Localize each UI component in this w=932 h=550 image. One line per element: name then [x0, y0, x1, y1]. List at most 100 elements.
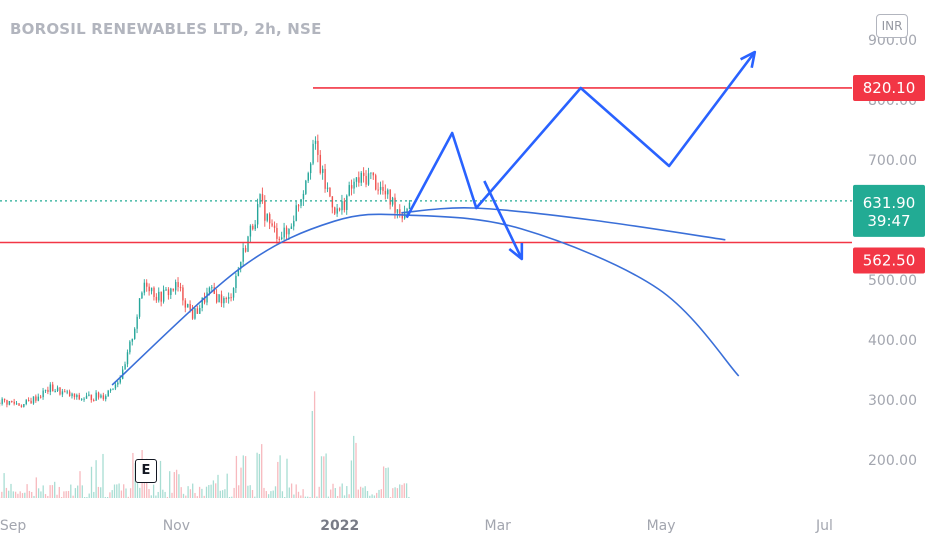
x-tick-label: Nov [163, 518, 190, 534]
candle-body [285, 227, 288, 235]
volume-bar [327, 496, 330, 498]
volume-bar [129, 488, 132, 498]
volume-bar [405, 483, 408, 498]
volume-bar [19, 491, 21, 498]
volume-bar [208, 485, 210, 498]
candle-body [64, 391, 66, 393]
candle-body [201, 297, 203, 308]
candle-body [148, 286, 150, 292]
volume-bar [175, 469, 178, 498]
volume-bar [5, 487, 8, 498]
volume-bar [258, 453, 261, 498]
volume-bar [33, 495, 35, 498]
volume-bar [290, 483, 293, 498]
volume-bar [392, 488, 394, 498]
volume-bar [251, 490, 254, 498]
volume-bar [359, 486, 362, 498]
volume-bar [341, 483, 343, 498]
volume-bar [385, 467, 387, 498]
candle-body [365, 175, 367, 185]
volume-bar [233, 487, 235, 498]
candle-body [375, 175, 377, 190]
volume-bar [318, 486, 320, 498]
symbol-title: BOROSIL RENEWABLES LTD, 2h, NSE [10, 20, 322, 38]
candle-body [244, 248, 247, 252]
last-price-tag-value: 631.90 [863, 194, 916, 212]
volume-bar [244, 456, 247, 498]
earnings-event-marker[interactable]: E [135, 459, 157, 483]
volume-bar [17, 493, 19, 498]
volume-bar [267, 494, 270, 498]
volume-bar [274, 486, 277, 498]
volume-bar [272, 490, 274, 498]
volume-bar [24, 492, 26, 498]
volume-bar [297, 491, 300, 498]
candle-body [355, 177, 358, 182]
volume-bar [67, 490, 70, 498]
candle-body [384, 190, 387, 195]
volume-bar [215, 483, 217, 498]
volume-bar [192, 483, 194, 498]
volume-bar [44, 494, 47, 498]
volume-bar [334, 488, 336, 498]
volume-bar [302, 489, 304, 498]
volume-bar [72, 495, 74, 498]
volume-bar [120, 490, 123, 498]
candle-body [71, 393, 73, 397]
candle-body [95, 392, 97, 401]
volume-bar [357, 489, 359, 498]
volume-bar [288, 487, 290, 498]
candle-body [326, 187, 329, 189]
candle-body [247, 236, 249, 252]
volume-bar [40, 491, 42, 498]
candle-body [136, 316, 138, 329]
candle-body [44, 389, 47, 391]
volume-bar [77, 485, 79, 498]
volume-bar [316, 496, 318, 498]
volume-bar [14, 491, 17, 498]
candle-body [30, 400, 32, 404]
volume-bar [56, 494, 58, 498]
candle-body [131, 338, 134, 342]
candle-body [42, 390, 44, 398]
volume-bar [171, 492, 173, 498]
candle-body [283, 227, 285, 238]
volume-bar [295, 484, 297, 498]
currency-button[interactable]: INR [876, 14, 908, 38]
candle-body [350, 185, 353, 189]
volume-bar [325, 453, 327, 498]
volume-bar [212, 480, 215, 498]
candle-body [288, 228, 290, 235]
volume-bar [277, 461, 279, 498]
candle-body [97, 392, 100, 398]
candle-body [35, 396, 37, 401]
candle-body [346, 195, 348, 210]
candle-body [112, 388, 114, 390]
candle-body [88, 394, 90, 396]
volume-bar [185, 495, 187, 498]
volume-bar [152, 484, 155, 498]
volume-bar [281, 491, 284, 498]
candle-body [158, 291, 160, 301]
x-tick-label: Sep [0, 518, 26, 534]
volume-bar [403, 483, 405, 498]
candle-body [138, 298, 141, 317]
candle-body [391, 197, 394, 205]
volume-bar [355, 442, 357, 498]
volume-bar [353, 435, 355, 498]
volume-bar [286, 458, 288, 498]
volume-bar [254, 496, 256, 498]
candle-body [334, 207, 336, 214]
candle-body [32, 396, 35, 404]
candle-body [81, 398, 83, 400]
candle-body [379, 186, 382, 190]
y-tick-label: 700.00 [868, 153, 917, 169]
volume-bar [150, 495, 152, 498]
volume-bar [309, 497, 311, 498]
volume-bar [293, 494, 295, 498]
volume-bar [166, 497, 169, 498]
volume-bar [394, 487, 396, 498]
candle-body [324, 168, 326, 189]
volume-bar [249, 485, 251, 498]
